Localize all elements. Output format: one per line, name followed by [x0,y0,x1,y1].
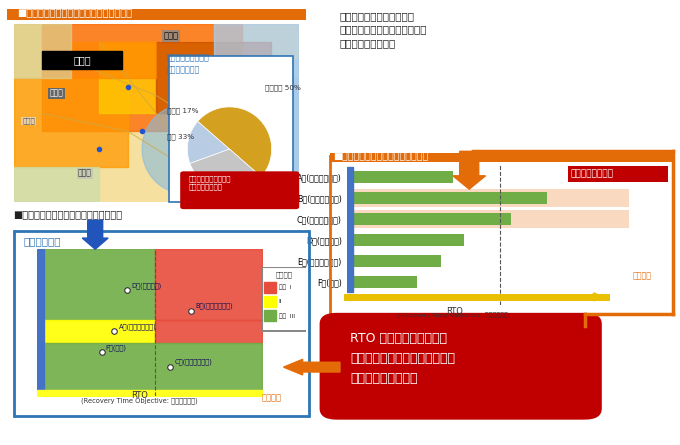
Bar [42,24,242,131]
Bar [71,42,156,78]
Bar [265,310,276,321]
Bar [242,78,299,202]
Text: 大　破: 大 破 [163,32,178,40]
FancyBboxPatch shape [169,56,293,202]
Bar [347,189,629,207]
Bar [347,255,441,267]
Text: F社(小売): F社(小売) [106,344,126,351]
Bar [42,51,122,69]
Wedge shape [190,149,261,191]
Bar [347,213,511,225]
Text: 倒　壊: 倒 壊 [73,55,91,65]
Text: RTO: RTO [131,391,148,400]
Text: ボトルネック拠点: ボトルネック拠点 [571,170,613,178]
Ellipse shape [142,105,228,194]
Bar [347,171,453,183]
Text: ■拠点建物の被害と復旧期間を想定: ■拠点建物の被害と復旧期間を想定 [333,153,428,162]
Wedge shape [188,121,230,163]
Bar [156,42,271,113]
Text: A社(サプライヤー): A社(サプライヤー) [118,324,156,330]
Bar [214,24,299,78]
Wedge shape [198,107,271,177]
Text: ■各地の地震切迫度（発生確率）を評価: ■各地の地震切迫度（発生確率）を評価 [14,209,122,219]
Text: 低い  III: 低い III [279,313,294,319]
Bar [347,192,547,204]
Text: 軽微 33%: 軽微 33% [167,133,194,140]
Text: 地震発生確率: 地震発生確率 [24,236,61,246]
Text: 状況把握をサポート: 状況把握をサポート [340,38,396,48]
Text: 優先順位: 優先順位 [275,271,292,278]
Text: B社(サプライヤー): B社(サプライヤー) [196,303,233,309]
Bar [262,330,306,332]
Bar [265,282,276,293]
Bar [265,296,276,307]
Text: 面的地震リスク評価による: 面的地震リスク評価による [340,11,415,21]
Text: 復旧期間: 復旧期間 [262,394,282,403]
Bar [14,24,71,78]
Bar [99,42,242,113]
Bar [185,60,271,149]
Text: 大　破: 大 破 [50,89,63,97]
Bar [347,276,418,287]
Text: 高い  I: 高い I [279,284,291,290]
Bar [347,234,464,246]
Text: 無被害: 無被害 [22,117,35,124]
Text: C社(サプライヤー): C社(サプライヤー) [174,359,212,365]
Text: D社(メーカー): D社(メーカー) [131,282,162,289]
Text: RTO と地震の発生確率を
指標としたボトルネック拠点の
抽出と優先順位付け: RTO と地震の発生確率を 指標としたボトルネック拠点の 抽出と優先順位付け [350,332,455,384]
Bar [347,167,353,292]
Text: 大破以上 50%: 大破以上 50% [265,84,301,91]
Text: (Recovery Time Objective: 目標復旧時間): (Recovery Time Objective: 目標復旧時間) [398,312,511,318]
Text: 地震に対しては危険な
サプライチェーン: 地震に対しては危険な サプライチェーン [188,176,231,190]
Bar [14,167,99,202]
Text: 軽　微: 軽 微 [78,169,92,178]
Text: II: II [279,299,282,304]
Text: 関連施設・サプライチェーンの: 関連施設・サプライチェーンの [340,24,428,34]
Text: (Recovery Time Objective: 目標復旧時間): (Recovery Time Objective: 目標復旧時間) [81,397,198,404]
Text: 復旧期間: 復旧期間 [632,271,651,280]
Bar [14,78,128,167]
Text: RTO: RTO [446,307,462,316]
Text: 無被害 17%: 無被害 17% [167,108,199,114]
Bar [347,210,629,228]
Bar [214,60,299,202]
Text: ■拠点ごとに建物の被害を地震動から想定: ■拠点ごとに建物の被害を地震動から想定 [17,8,132,17]
Text: サプライチェーンの
地震時の脆弱性: サプライチェーンの 地震時の脆弱性 [167,53,209,74]
